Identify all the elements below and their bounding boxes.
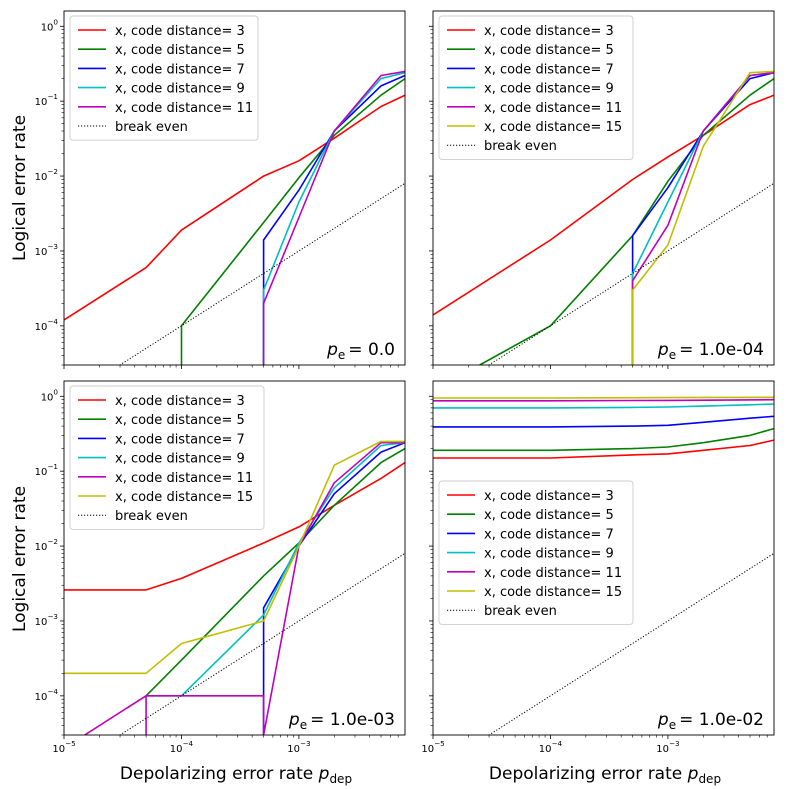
legend-entry: x, code distance= 7 [115,62,245,77]
legend-entry: x, code distance= 15 [115,490,253,505]
legend-box [438,480,634,625]
series-line-distance-3 [64,94,405,321]
pe-annotation-top-left: pe = 0.0 [326,340,395,362]
series-line-distance-15 [64,440,405,675]
pe-annotation-bottom-right: pe = 1.0e-02 [657,710,764,732]
y-tick-label: 10−3 [35,612,58,628]
panel-bottom-right: 10−510−410−3x, code distance= 3x, code d… [421,380,775,755]
plot-frame-top-left [63,10,406,366]
series-line-break-even [488,552,774,735]
series-line-distance-15 [433,396,774,399]
y-tick-label: 10−2 [35,167,58,183]
legend-entry: x, code distance= 5 [484,508,614,523]
legend-entry: break even [484,604,557,619]
pe-annotation-bottom-left: pe = 1.0e-03 [288,710,395,732]
y-axis-label-top: Logical error rate [10,115,30,261]
legend-box [438,15,634,160]
legend-entry: x, code distance= 7 [115,432,245,447]
series-line-break-even [488,182,774,365]
legend-entry: x, code distance= 9 [115,452,245,467]
series-lines-bottom-left [64,440,405,735]
legend-box [69,15,259,141]
legend-bottom-right: x, code distance= 3 x, code distance= 5 x,… [438,480,634,625]
series-line-distance-3 [64,461,405,591]
series-line-distance-3 [433,439,774,459]
series-line-distance-15 [631,70,774,365]
series-line-distance-7 [433,415,774,428]
legend-entry: x, code distance= 11 [484,101,622,116]
panel-top-right: x, code distance= 3 x, code distance= 5 x,… [429,10,775,369]
series-line-distance-3 [433,94,774,316]
legend-entry: x, code distance= 5 [115,43,245,58]
legend-entry: x, code distance= 3 [115,394,245,409]
y-tick-label: 10−1 [35,92,58,108]
plot-frame-bottom-right [432,380,775,736]
plot-frame-bottom-left [63,380,406,736]
legend-entry: break even [484,139,557,154]
series-line-distance-5 [479,77,774,365]
legend-entry: x, code distance= 9 [115,82,245,97]
legend-entry: x, code distance= 15 [484,585,622,600]
series-line-distance-11 [433,398,774,402]
series-lines-top-right [433,70,774,365]
y-tick-label: 10−1 [35,462,58,478]
series-line-distance-9 [433,403,774,409]
legend-entry: x, code distance= 11 [484,566,622,581]
series-line-distance-7 [262,441,405,735]
legend-top-left: x, code distance= 3 x, code distance= 5 x,… [69,15,259,141]
legend-box [69,385,265,530]
x-tick-label: 10−4 [539,739,563,755]
series-line-distance-11 [262,70,405,365]
legend-entry: x, code distance= 9 [484,82,614,97]
legend-entry: break even [115,120,188,135]
legend-entry: x, code distance= 3 [484,489,614,504]
y-tick-label: 10−2 [35,537,58,553]
series-line-break-even [119,552,405,735]
x-tick-label: 10−5 [421,739,444,755]
x-tick-label: 10−4 [170,739,194,755]
x-axis-label-right: Depolarizing error rate pdep [489,764,721,786]
legend-entry: x, code distance= 15 [484,120,622,135]
x-axis-label-left: Depolarizing error rate pdep [120,764,352,786]
legend-entry: x, code distance= 5 [484,43,614,58]
series-line-distance-11 [84,441,405,735]
legend-entry: x, code distance= 7 [484,62,614,77]
series-lines-top-left [64,70,405,365]
x-tick-label: 10−3 [656,739,679,755]
x-tick-label: 10−3 [287,739,310,755]
y-tick-label: 10−4 [35,317,59,333]
panel-bottom-left: 10−5 10−4 10−3 10−4 10−3 10−2 10−1 100 x, code d… [35,380,406,755]
y-tick-label: 100 [41,387,59,403]
pe-annotation-top-right: pe = 1.0e-04 [657,340,764,362]
x-tick-label: 10−5 [52,739,75,755]
series-line-distance-5 [180,77,405,365]
y-tick-label: 10−4 [35,687,59,703]
legend-entry: x, code distance= 11 [115,471,253,486]
plot-frame-top-right [432,10,775,366]
legend-entry: x, code distance= 11 [115,101,253,116]
legend-entry: break even [115,509,188,524]
y-tick-label: 10−3 [35,242,58,258]
y-tick-label: 100 [41,17,59,33]
series-lines-bottom-right [433,396,774,735]
series-line-distance-5 [433,427,774,452]
legend-top-right: x, code distance= 3 x, code distance= 5 x,… [438,15,634,160]
series-line-break-even [119,182,405,365]
series-line-distance-7 [631,71,774,365]
legend-entry: x, code distance= 3 [484,24,614,39]
legend-entry: x, code distance= 5 [115,413,245,428]
legend-entry: x, code distance= 7 [484,527,614,542]
legend-bottom-left: x, code distance= 3 x, code distance= 5 x,… [69,385,265,530]
legend-entry: x, code distance= 3 [115,24,245,39]
series-line-distance-7 [262,74,405,365]
legend-entry: x, code distance= 9 [484,547,614,562]
y-axis-label-bottom: Logical error rate [10,486,30,632]
